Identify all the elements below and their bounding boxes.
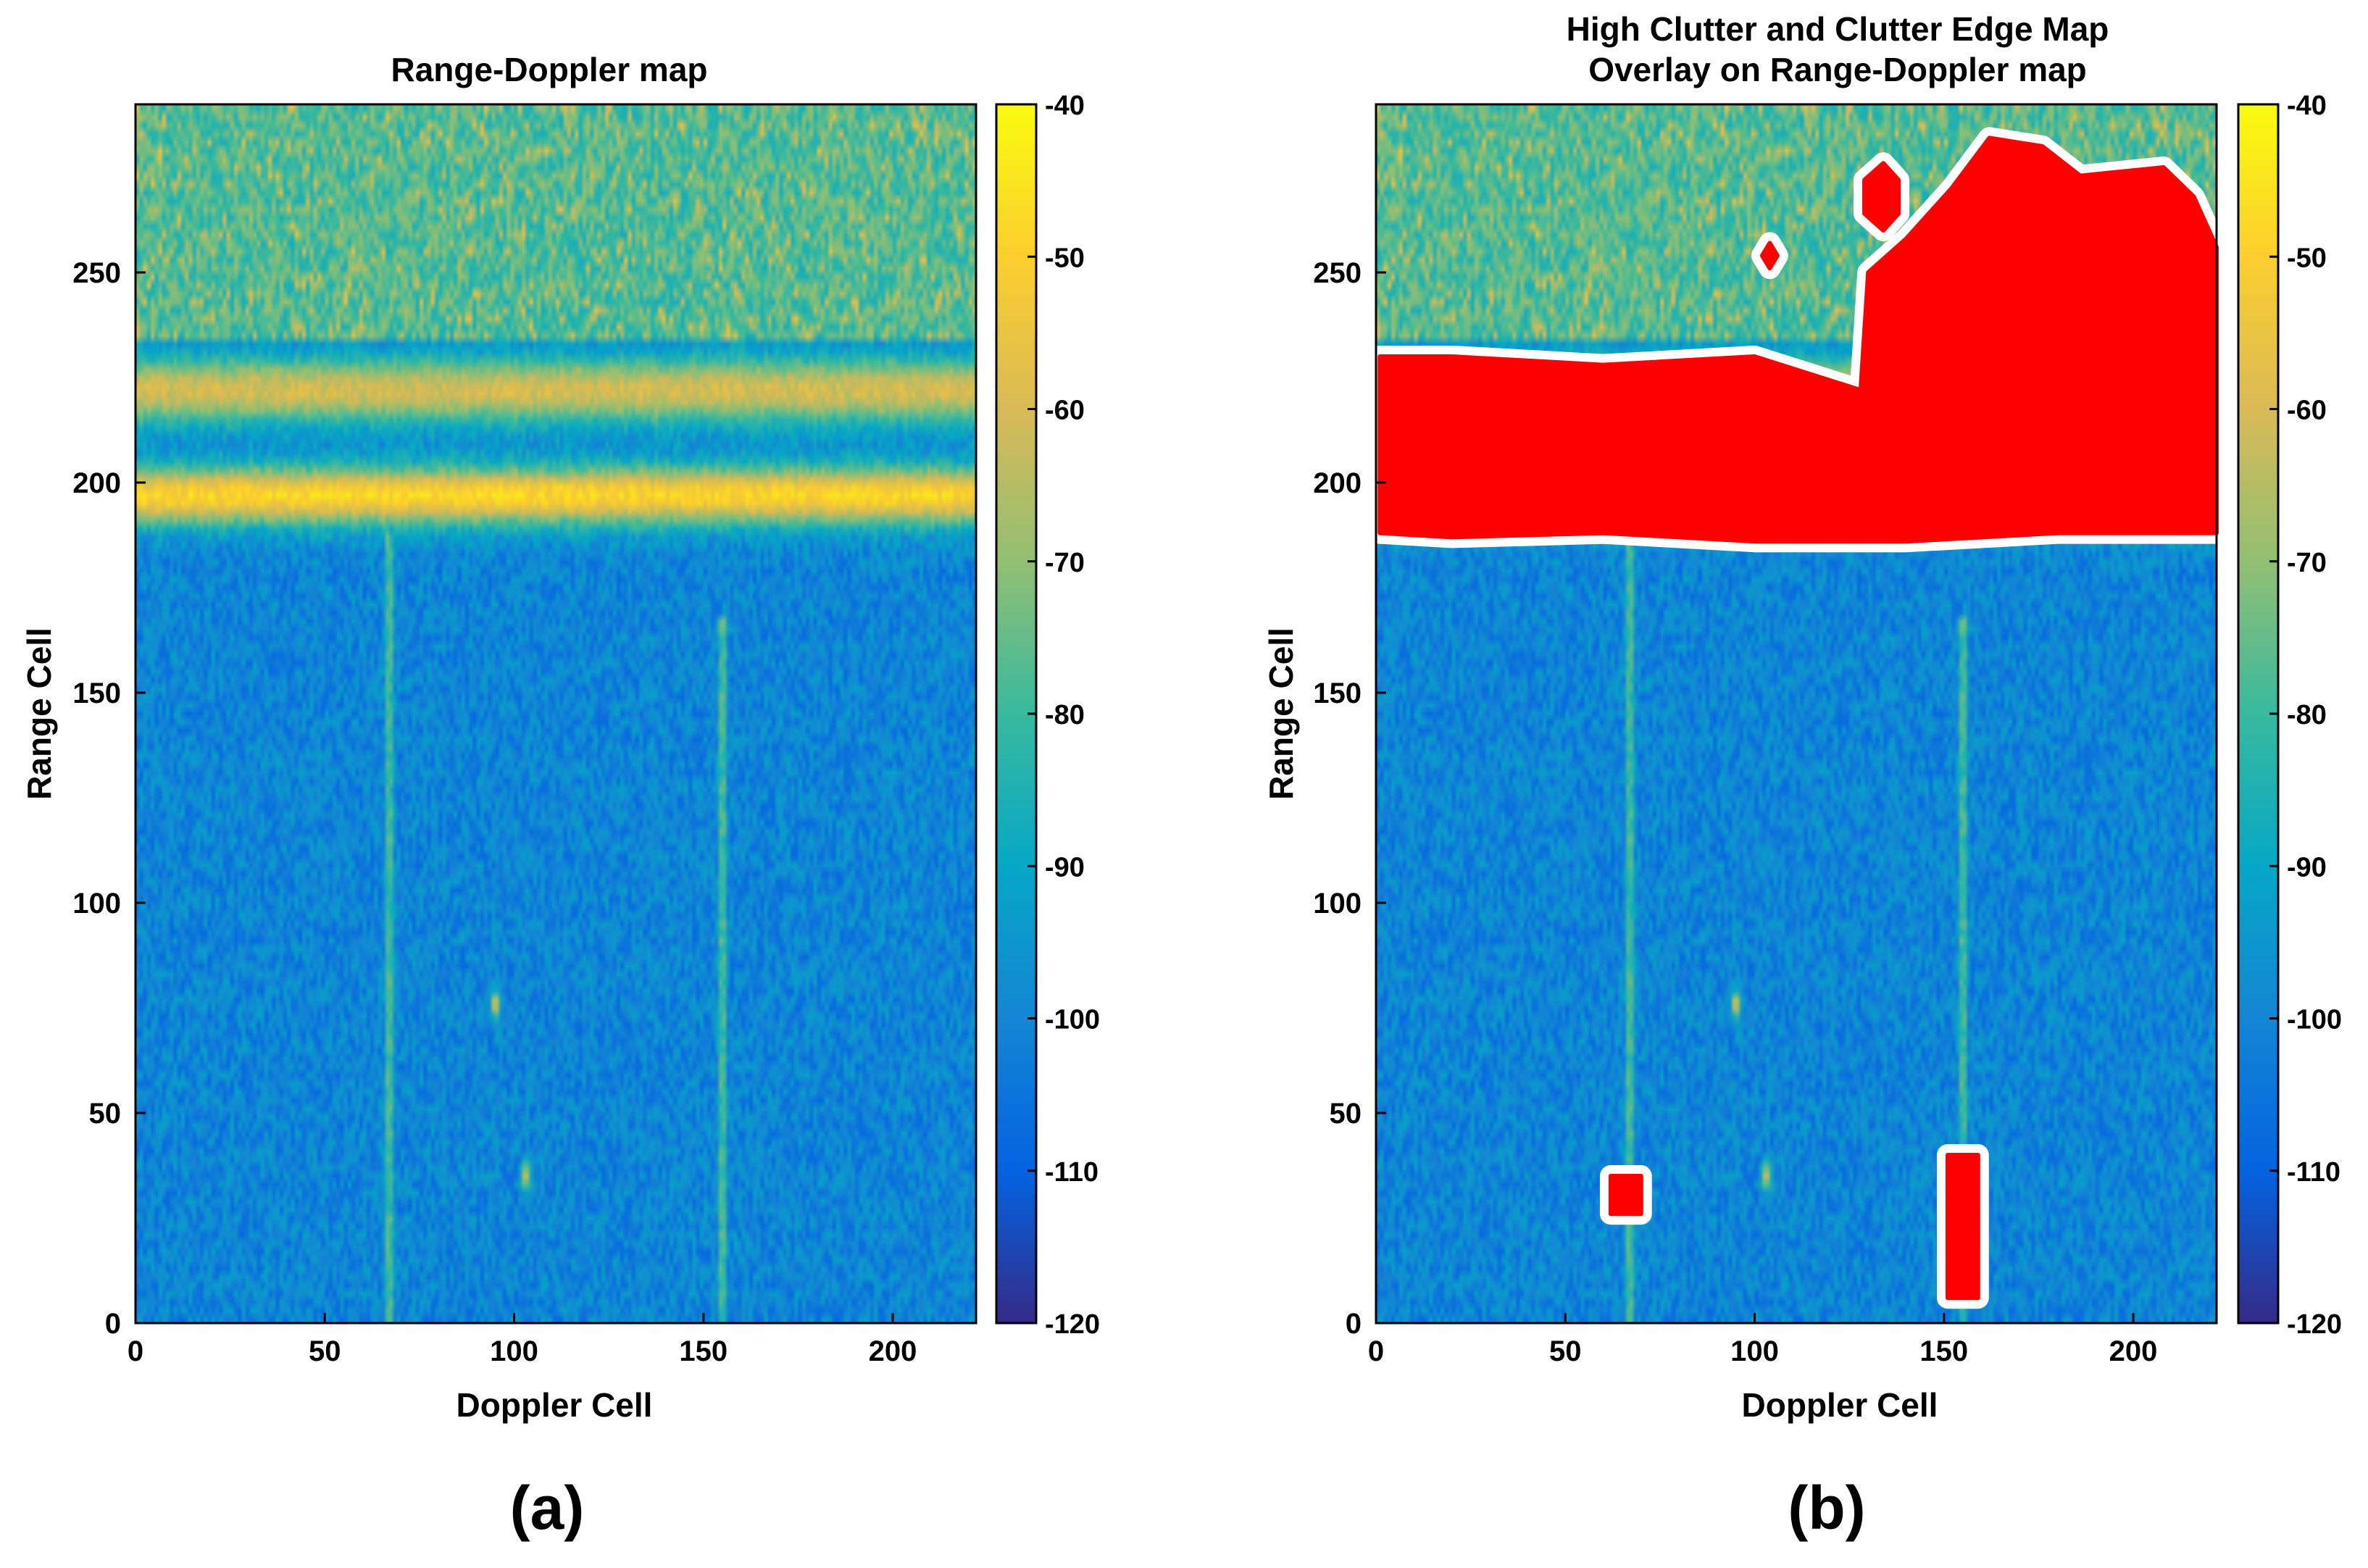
y-tick-label: 150 xyxy=(1313,677,1362,709)
x-tick-label: 50 xyxy=(1549,1335,1582,1367)
x-tick-label: 0 xyxy=(128,1335,143,1367)
chart-title-line-2: Overlay on Range-Doppler map xyxy=(1588,51,2087,88)
panel-a: Range-Doppler map -40 -50 -60 -70 -80 -90 -100… xyxy=(20,51,1100,1542)
colorbar-tick-label: -70 xyxy=(2287,548,2327,578)
y-tick-label: 100 xyxy=(1313,888,1362,919)
chart-title-line-1: High Clutter and Clutter Edge Map xyxy=(1567,10,2109,48)
x-axis-label: Doppler Cell xyxy=(456,1386,653,1424)
x-tick-label: 100 xyxy=(490,1335,538,1367)
x-tick-label: 200 xyxy=(2109,1335,2158,1367)
heatmap-raster xyxy=(136,104,976,1323)
chart-a-svg: Range-Doppler map -40 -50 -60 -70 -80 -90 -100… xyxy=(20,51,1100,1542)
panel-label: (a) xyxy=(510,1474,585,1542)
y-tick-label: 150 xyxy=(72,677,121,709)
colorbar-tick-label: -60 xyxy=(2287,396,2327,426)
x-axis-ticks: 0 50 100 150 200 xyxy=(1368,1313,2158,1367)
x-tick-label: 50 xyxy=(309,1335,341,1367)
x-tick-label: 0 xyxy=(1368,1335,1384,1367)
y-tick-label: 200 xyxy=(72,467,121,499)
y-tick-label: 100 xyxy=(72,888,121,919)
axes-frame xyxy=(134,103,977,1325)
x-tick-label: 100 xyxy=(1730,1335,1779,1367)
y-tick-label: 50 xyxy=(1330,1098,1362,1130)
colorbar-tick-label: -100 xyxy=(1045,1005,1100,1035)
colorbar-tick-label: -80 xyxy=(2287,700,2327,730)
y-tick-label: 250 xyxy=(1313,257,1362,289)
y-tick-label: 250 xyxy=(72,257,121,289)
high-clutter-region xyxy=(1377,135,2219,544)
x-tick-label: 150 xyxy=(1919,1335,1968,1367)
plot-area xyxy=(1369,103,2227,1325)
high-clutter-region xyxy=(1759,241,1780,271)
chart-title: Range-Doppler map xyxy=(391,51,707,88)
x-axis-label: Doppler Cell xyxy=(1742,1386,1938,1424)
colorbar-tick-label: -50 xyxy=(1045,243,1085,273)
colorbar-tick-label: -110 xyxy=(2287,1157,2340,1188)
colorbar-tick-label: -60 xyxy=(1045,396,1085,426)
colorbar-tick-label: -120 xyxy=(2287,1309,2342,1340)
colorbar-tick-label: -100 xyxy=(2287,1005,2342,1035)
y-axis-ticks: 0 50 100 150 200 250 xyxy=(72,257,146,1340)
high-clutter-region xyxy=(1608,1174,1643,1217)
high-clutter-region xyxy=(1862,161,1901,233)
plot-area xyxy=(134,103,977,1325)
y-tick-label: 200 xyxy=(1313,467,1362,499)
high-clutter-region xyxy=(1946,1153,1980,1301)
chart-b-svg: High Clutter and Clutter Edge Map Overla… xyxy=(1262,10,2342,1542)
colorbar-tick-label: -40 xyxy=(1045,91,1085,121)
panel-label: (b) xyxy=(1788,1474,1865,1542)
colorbar-tick-label: -80 xyxy=(1045,700,1085,730)
y-tick-label: 0 xyxy=(105,1308,121,1340)
y-axis-ticks: 0 50 100 150 200 250 xyxy=(1313,257,1386,1340)
colorbar-tick-label: -40 xyxy=(2287,91,2327,121)
axes-frame xyxy=(1375,103,2218,1325)
x-axis-ticks: 0 50 100 150 200 xyxy=(128,1313,917,1367)
colorbar-tick-label: -90 xyxy=(2287,852,2327,883)
colorbar-tick-label: -120 xyxy=(1045,1309,1100,1340)
colorbar-tick-label: -70 xyxy=(1045,548,1085,578)
x-tick-label: 150 xyxy=(679,1335,728,1367)
y-tick-label: 0 xyxy=(1346,1308,1362,1340)
colorbar-tick-label: -110 xyxy=(1045,1157,1098,1188)
colorbar-tick-label: -90 xyxy=(1045,852,1085,883)
colorbar-ticks: -40 -50 -60 -70 -80 -90 -100 -110 -120 xyxy=(2269,91,2342,1340)
x-tick-label: 200 xyxy=(869,1335,917,1367)
colorbar-tick-label: -50 xyxy=(2287,243,2327,273)
y-axis-label: Range Cell xyxy=(1262,627,1300,800)
y-axis-label: Range Cell xyxy=(20,627,58,800)
colorbar-ticks: -40 -50 -60 -70 -80 -90 -100 -110 -120 xyxy=(1027,91,1100,1340)
panel-b: High Clutter and Clutter Edge Map Overla… xyxy=(1184,0,2368,1568)
y-tick-label: 50 xyxy=(89,1098,122,1130)
